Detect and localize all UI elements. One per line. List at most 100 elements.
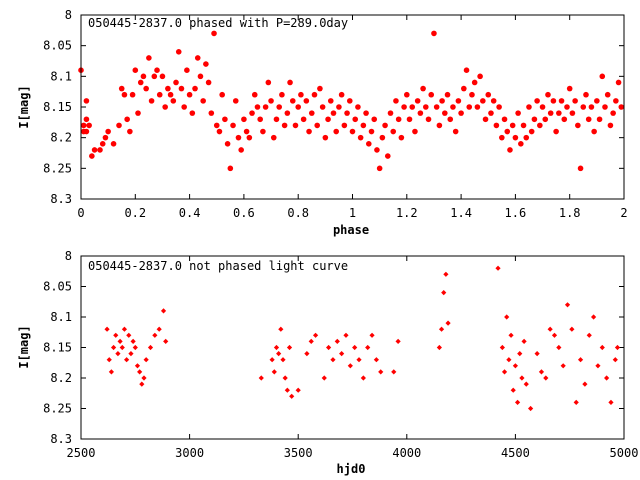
data-point: [108, 369, 115, 375]
data-point: [224, 141, 231, 147]
data-point: [333, 128, 340, 135]
data-point: [338, 91, 345, 98]
data-point: [143, 357, 149, 363]
data-point: [281, 122, 288, 129]
data-point: [121, 326, 128, 332]
data-point: [102, 134, 109, 141]
data-point: [289, 393, 295, 399]
data-point: [276, 104, 282, 110]
data-point: [243, 128, 250, 135]
data-point: [444, 91, 451, 98]
data-point: [118, 85, 125, 92]
data-point: [420, 85, 426, 92]
data-point: [326, 344, 332, 351]
x-tick-label: 3500: [284, 446, 313, 460]
data-point: [439, 98, 445, 104]
data-point: [116, 122, 122, 129]
data-point: [330, 357, 336, 363]
data-point: [170, 98, 177, 104]
data-point: [241, 116, 247, 123]
data-point: [365, 141, 372, 147]
data-point: [356, 357, 362, 363]
y-tick-label: 8.25: [43, 402, 72, 416]
data-point: [121, 91, 128, 98]
data-point: [208, 110, 215, 116]
data-point: [560, 363, 566, 369]
data-point: [443, 271, 449, 277]
x-tick-label: 0: [77, 206, 84, 220]
data-point: [151, 73, 158, 80]
data-point: [268, 98, 274, 104]
x-tick-label: 5000: [610, 446, 639, 460]
y-tick-label: 8: [65, 249, 72, 263]
data-point: [159, 73, 166, 80]
data-point: [265, 79, 272, 86]
data-point: [273, 116, 280, 123]
data-point: [376, 165, 383, 172]
data-point: [452, 128, 459, 135]
data-point: [105, 128, 111, 135]
data-point: [438, 326, 445, 332]
data-point: [139, 381, 145, 387]
data-point: [141, 375, 147, 381]
data-point: [395, 338, 401, 344]
data-point: [129, 91, 136, 98]
data-point: [490, 98, 497, 104]
data-point: [521, 338, 527, 344]
data-point: [319, 104, 326, 110]
data-point: [269, 357, 275, 363]
data-point: [334, 338, 340, 344]
data-point: [545, 91, 551, 98]
data-point: [488, 110, 494, 116]
data-point: [501, 369, 508, 375]
data-point: [104, 326, 110, 332]
data-point: [514, 399, 521, 405]
data-point: [312, 332, 319, 338]
x-tick-label: 1.2: [396, 206, 418, 220]
data-point: [128, 351, 134, 357]
data-point: [499, 344, 505, 351]
data-point: [165, 85, 171, 92]
data-point: [99, 141, 106, 147]
data-point: [137, 369, 143, 375]
data-point: [556, 344, 562, 351]
data-point: [287, 79, 293, 86]
data-point: [431, 30, 437, 37]
data-point: [618, 104, 625, 110]
data-point: [531, 116, 538, 123]
data-point: [115, 351, 121, 357]
data-point: [137, 79, 144, 86]
phased-plot-frame: [80, 14, 625, 200]
data-point: [583, 91, 589, 98]
data-point: [596, 116, 603, 123]
data-point: [192, 85, 198, 92]
data-point: [550, 98, 557, 104]
data-point: [91, 147, 98, 153]
data-point: [604, 91, 611, 98]
data-point: [442, 110, 448, 116]
data-point: [97, 147, 103, 153]
data-point: [321, 375, 327, 381]
data-point: [156, 326, 162, 332]
data-point: [140, 73, 147, 80]
data-point: [495, 265, 501, 271]
data-point: [556, 110, 562, 116]
data-point: [404, 91, 410, 98]
data-point: [286, 344, 293, 351]
x-tick-label: 3000: [175, 446, 204, 460]
data-point: [124, 357, 130, 363]
data-point: [566, 85, 573, 92]
data-point: [280, 357, 286, 363]
data-point: [270, 134, 277, 141]
data-point: [551, 332, 558, 338]
data-point: [613, 98, 619, 104]
data-point: [577, 165, 584, 172]
data-point: [508, 332, 514, 338]
data-point: [163, 338, 169, 344]
data-point: [512, 134, 519, 141]
data-point: [569, 326, 575, 332]
data-point: [205, 79, 212, 86]
y-tick-label: 8.3: [50, 432, 72, 446]
data-point: [586, 332, 592, 338]
data-point: [257, 116, 263, 123]
